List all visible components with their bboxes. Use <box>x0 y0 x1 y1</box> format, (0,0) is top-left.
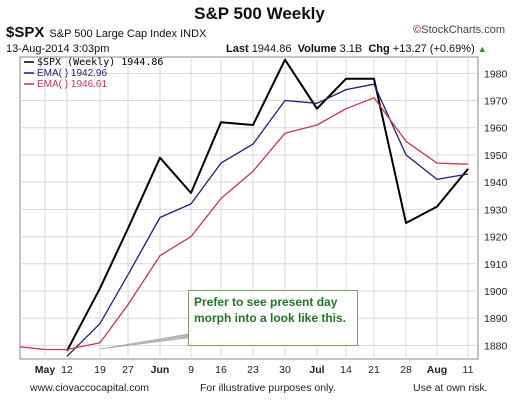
x-tick-label: 11 <box>463 364 474 376</box>
last-value: 1944.86 <box>251 43 292 55</box>
volume-value: 3.1B <box>339 43 363 55</box>
copyright-symbol: © <box>413 24 422 36</box>
x-tick-label: 19 <box>94 364 106 376</box>
footer-website[interactable]: www.ciovaccocapital.com <box>30 382 150 394</box>
y-tick-label: 1940 <box>484 177 508 189</box>
quote-date: 13-Aug-2014 3:03pm <box>6 43 110 55</box>
y-tick-label: 1910 <box>484 259 508 271</box>
y-tick-label: 1880 <box>484 340 508 352</box>
volume-label: Volume <box>297 43 337 55</box>
y-tick-label: 1950 <box>484 150 508 162</box>
ticker-name: S&P 500 Large Cap Index INDX <box>49 28 207 40</box>
x-tick-label: 30 <box>279 364 291 376</box>
x-tick-label: 23 <box>247 364 259 376</box>
brand-text: StockCharts.com <box>421 24 505 36</box>
x-tick-label: 28 <box>400 364 412 376</box>
last-label: Last <box>226 43 249 55</box>
x-tick-label: 21 <box>368 364 380 376</box>
footer-disclaimer: For illustrative purposes only. <box>200 382 336 394</box>
x-tick-label: 27 <box>122 364 134 376</box>
x-tick-label: Jun <box>151 364 170 376</box>
y-tick-label: 1960 <box>484 123 508 135</box>
y-tick-label: 1970 <box>484 96 508 108</box>
x-tick-label: Aug <box>427 364 447 376</box>
y-tick-label: 1980 <box>484 68 508 80</box>
y-tick-label: 1930 <box>484 204 508 216</box>
series-line-price <box>66 58 469 352</box>
x-tick-label: 12 <box>61 364 73 376</box>
chg-arrow-icon: ▲ <box>477 44 487 54</box>
x-tick-label: May <box>35 364 56 376</box>
stockcharts-brand[interactable]: ©StockCharts.com <box>413 24 505 36</box>
chart-title: S&P 500 Weekly <box>194 4 325 23</box>
ticker-symbol: $SPX <box>6 24 45 41</box>
y-tick-label: 1900 <box>484 286 508 298</box>
annotation-note: Prefer to see present day morph into a l… <box>188 290 358 346</box>
ticker-row: $SPX S&P 500 Large Cap Index INDX <box>6 24 206 41</box>
series-line-ema-slow <box>19 97 469 351</box>
chg-label: Chg <box>368 43 390 55</box>
y-tick-label: 1920 <box>484 232 508 244</box>
legend-label: $SPX (Weekly) 1944.86 <box>37 57 163 68</box>
series-line-ema-fast <box>66 83 469 357</box>
quote-row: 13-Aug-2014 3:03pm Last 1944.86 Volume 3… <box>6 43 512 55</box>
x-tick-label: Jul <box>309 364 324 376</box>
chg-value: +13.27 (+0.69%) <box>392 43 475 55</box>
footer-risk: Use at own risk. <box>413 382 488 394</box>
legend-label: EMA( ) 1942.96 <box>37 68 107 79</box>
quote-summary: Last 1944.86 Volume 3.1B Chg +13.27 (+0.… <box>226 43 487 55</box>
legend-label: EMA( ) 1946.61 <box>37 79 107 90</box>
x-tick-label: 9 <box>188 364 194 376</box>
x-tick-label: 14 <box>340 364 352 376</box>
y-tick-label: 1890 <box>484 313 508 325</box>
x-tick-label: 16 <box>215 364 227 376</box>
